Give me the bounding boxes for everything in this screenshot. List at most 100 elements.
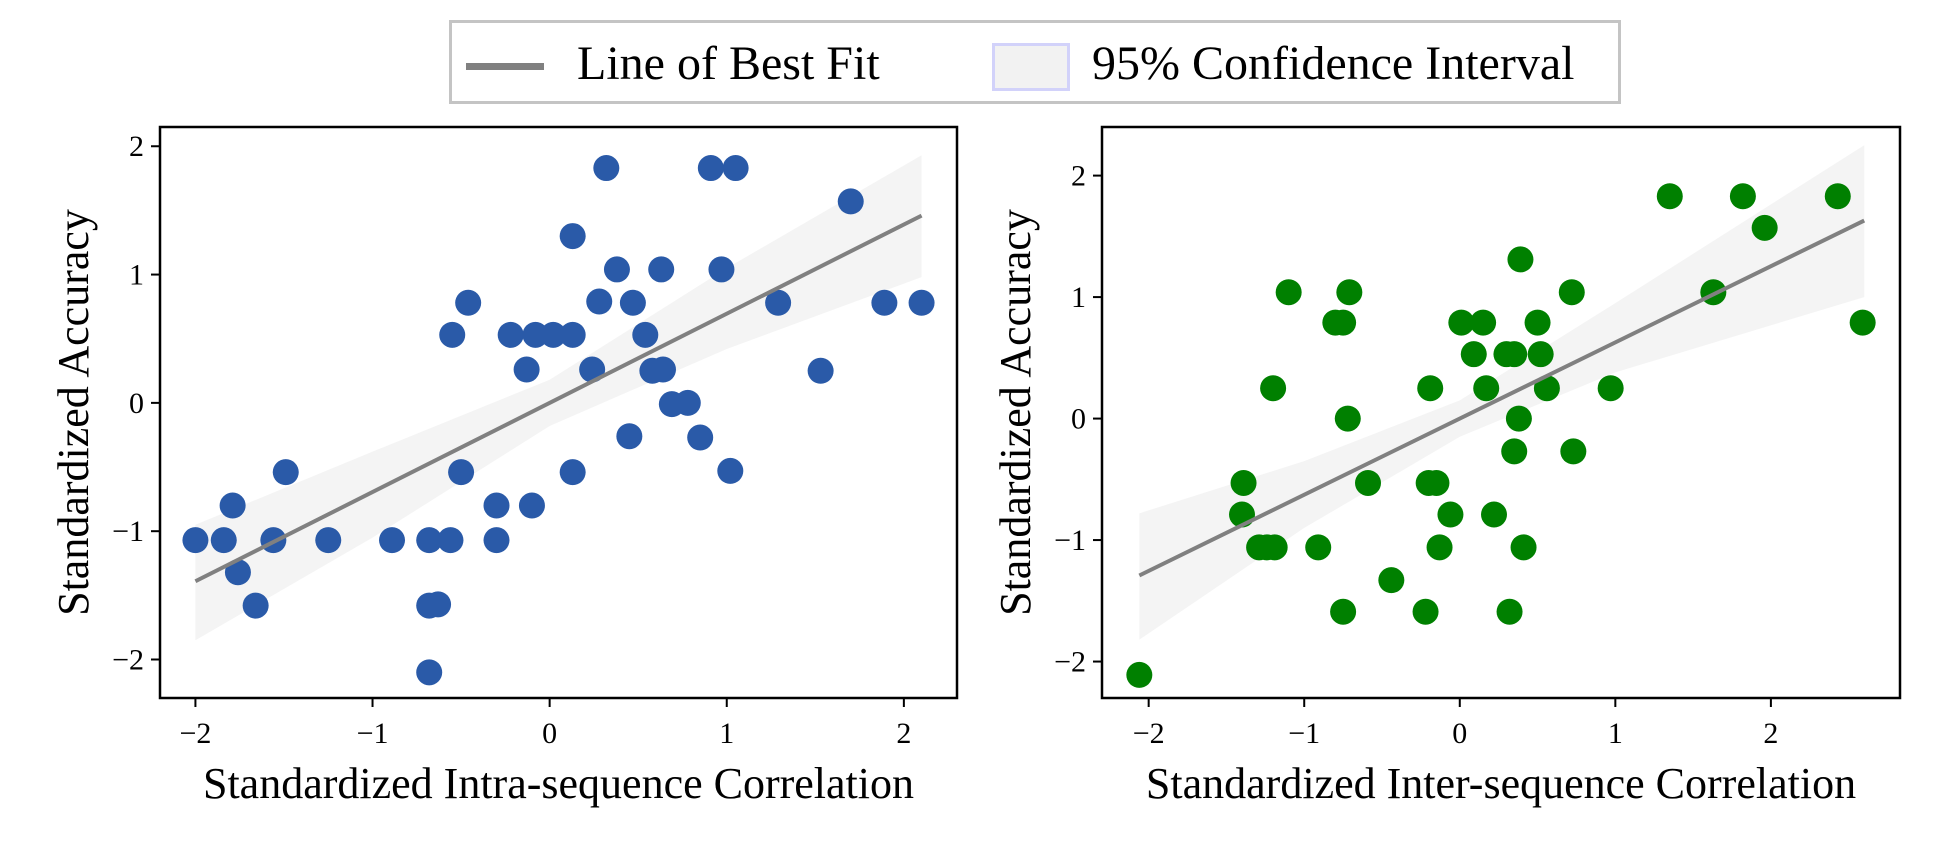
left-scatter-panel: −2 −1 0 1 2 −2 −1 0 1 2 Standardized Intra-sequenc… [49,125,959,808]
data-point [210,527,237,554]
data-point [559,223,586,250]
data-point [1510,534,1537,561]
data-point [674,389,701,416]
x-tick-label: −2 [179,717,211,750]
data-point [540,321,567,348]
data-point [908,289,935,316]
data-point [697,155,724,182]
x-tick-label: 2 [896,717,911,750]
data-point [1378,567,1405,594]
data-point [1437,501,1464,528]
data-point [603,256,630,283]
confidence-band [1139,145,1865,640]
y-tick-label: −1 [1054,524,1086,557]
legend-ci-swatch [992,43,1070,91]
data-point [425,591,452,618]
data-point [717,457,744,484]
data-point [837,188,864,215]
data-point [1260,375,1287,402]
data-point [439,321,466,348]
data-point [1507,246,1534,273]
y-axis-label: Standardized Accuracy [49,209,98,616]
data-point [1751,214,1778,241]
data-point [559,459,586,486]
data-point [1261,534,1288,561]
best-fit-line [194,213,923,584]
data-point [1336,279,1363,306]
data-point [1330,309,1357,336]
data-point [182,527,209,554]
data-point [722,155,749,182]
data-point [1481,501,1507,528]
data-point [242,592,269,619]
data-point [379,527,406,554]
legend-line-swatch [466,63,544,70]
data-point [437,527,464,554]
legend: Line of Best Fit 95% Confidence Interval [449,20,1621,104]
data-point [416,659,443,686]
data-point [219,492,246,519]
data-point [483,527,510,554]
data-point [1355,469,1381,496]
data-point [416,527,443,554]
y-tick-label: 0 [1071,403,1086,436]
data-point [616,423,643,450]
x-axis-label: Standardized Inter-sequence Correlation [1146,759,1856,808]
y-tick-label: −2 [1054,646,1086,679]
data-point [619,289,646,316]
x-tick-label: 1 [719,717,734,750]
x-tick-label: 0 [1452,717,1467,750]
data-point [1729,183,1756,210]
data-point [1524,309,1551,336]
data-point [315,527,342,554]
data-point [1558,279,1585,306]
data-point [632,321,659,348]
data-point [518,492,545,519]
data-point [1501,438,1528,465]
data-point [272,459,299,486]
data-point [1334,405,1361,432]
data-point [1460,341,1487,368]
data-point [513,356,540,383]
data-point [593,155,620,182]
y-tick-label: −1 [112,515,144,548]
data-point [1275,279,1302,306]
data-point [1533,375,1560,402]
x-tick-label: 2 [1763,717,1778,750]
legend-label-ci: 95% Confidence Interval [1092,37,1575,90]
data-point [1501,341,1528,368]
x-tick-label: 1 [1608,717,1623,750]
data-point [871,289,898,316]
data-point [648,256,675,283]
data-point [1470,309,1497,336]
data-point [1426,534,1453,561]
data-point [497,321,524,348]
data-point [1527,341,1554,368]
y-tick-label: −2 [112,644,144,677]
x-tick-label: −1 [1288,717,1320,750]
data-point [1305,534,1332,561]
data-point [708,256,735,283]
data-point [224,559,251,586]
data-point [1849,309,1876,336]
y-tick-label: 2 [1071,160,1086,193]
y-tick-label: 2 [129,130,144,163]
data-point [687,424,714,451]
data-point [765,289,792,316]
data-point [807,357,834,384]
best-fit-line [1138,218,1866,578]
axes-frame [1100,125,1902,700]
data-point [1330,598,1357,625]
x-axis-label: Standardized Intra-sequence Correlation [203,759,914,808]
data-point [1417,375,1444,402]
y-tick-label: 0 [129,387,144,420]
data-point [1505,405,1532,432]
data-point [586,288,613,315]
x-tick-label: −2 [1133,717,1165,750]
data-point [1824,183,1851,210]
data-point [455,289,482,316]
legend-label-fit: Line of Best Fit [577,37,880,90]
axes-frame [158,125,959,700]
data-point [1412,598,1439,625]
